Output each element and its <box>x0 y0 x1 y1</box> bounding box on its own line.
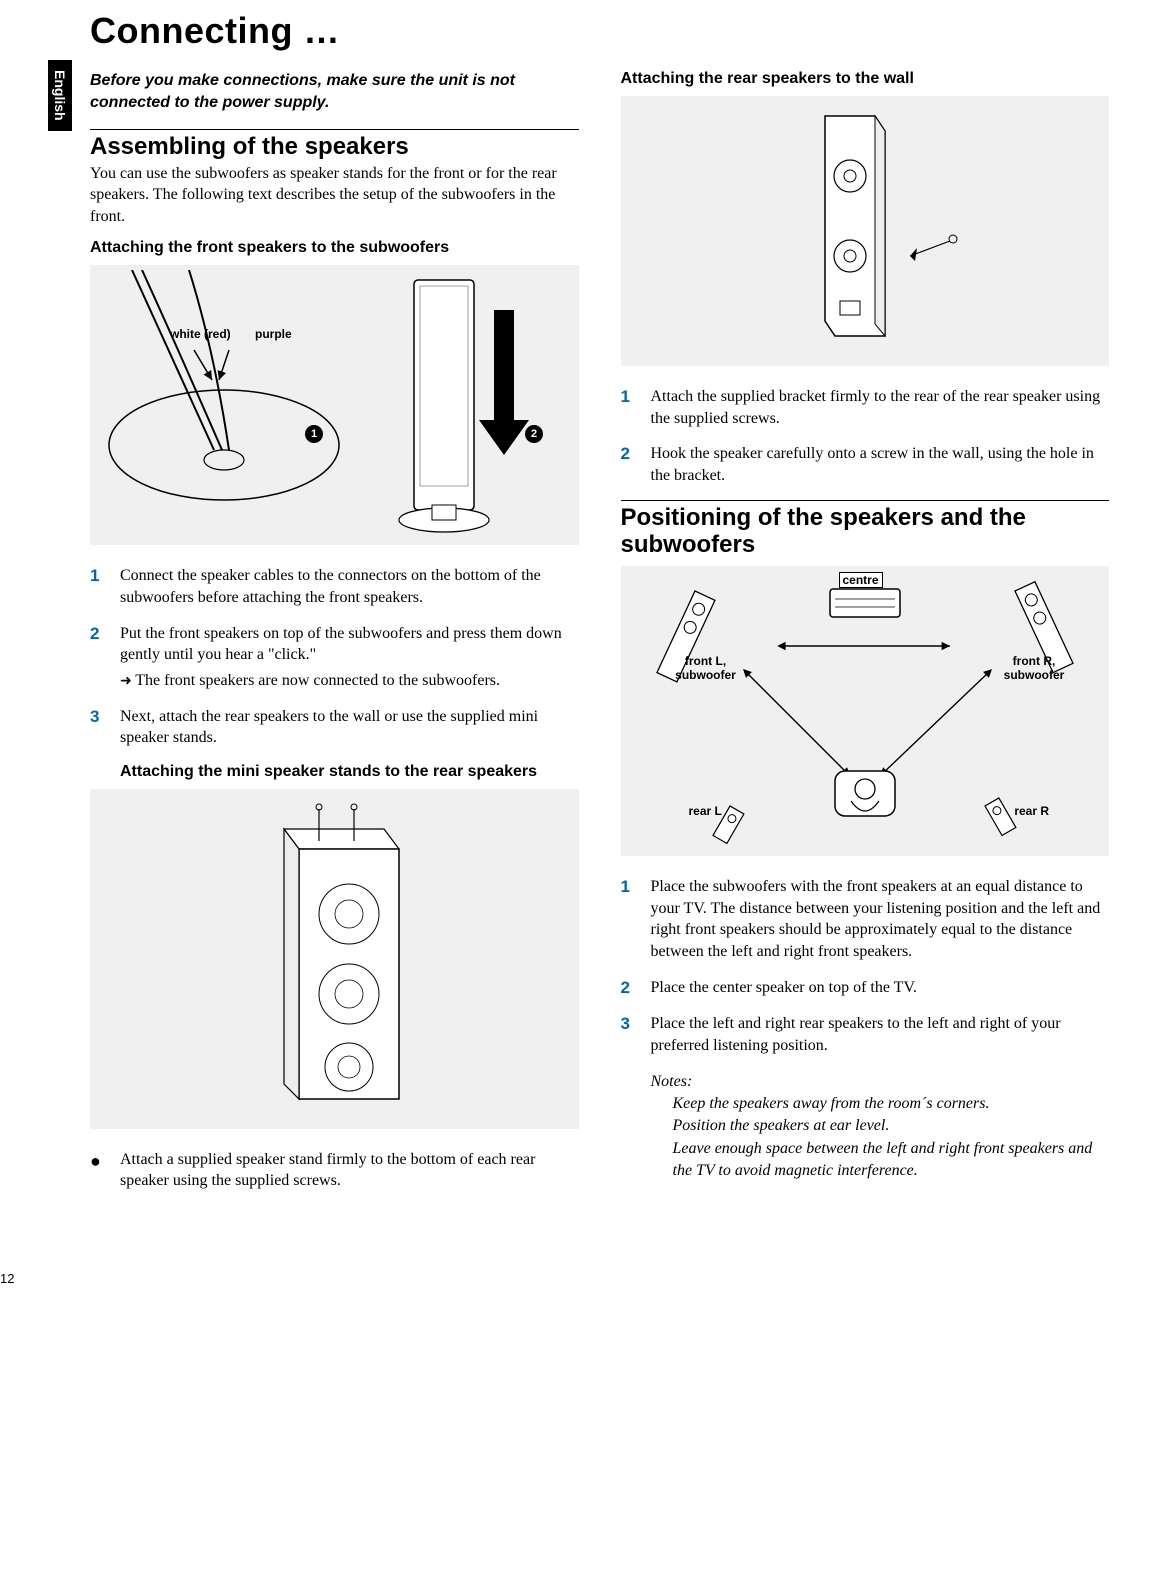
step-text: Place the center speaker on top of the T… <box>651 977 1110 1000</box>
notes-title: Notes: <box>651 1071 1110 1093</box>
step-number: 1 <box>621 386 637 429</box>
bullet-text: Attach a supplied speaker stand firmly t… <box>120 1149 579 1192</box>
bullet-mark: ● <box>90 1149 106 1192</box>
fig-label-centre: centre <box>839 572 883 588</box>
step-text: Put the front speakers on top of the sub… <box>120 625 562 664</box>
step-2: 2 Put the front speakers on top of the s… <box>90 623 579 692</box>
figure-label-purple: purple <box>255 327 292 341</box>
step-3: 3 Next, attach the rear speakers to the … <box>90 706 579 749</box>
figure-mini-stands-svg <box>224 799 444 1119</box>
figure-front-subwoofers-svg <box>94 270 574 540</box>
pos-step-2: 2 Place the center speaker on top of the… <box>621 977 1110 1000</box>
subheading-rear-wall: Attaching the rear speakers to the wall <box>621 70 1110 88</box>
step-text: Connect the speaker cables to the connec… <box>120 565 579 608</box>
figure-label-white-red: white (red) <box>170 327 231 341</box>
subheading-mini-stands: Attaching the mini speaker stands to the… <box>120 763 579 781</box>
notes-line: Keep the speakers away from the room´s c… <box>651 1093 1110 1115</box>
step-number: 1 <box>90 565 106 608</box>
wall-step-1: 1 Attach the supplied bracket firmly to … <box>621 386 1110 429</box>
step-text: Attach the supplied bracket firmly to th… <box>651 386 1110 429</box>
right-column: Attaching the rear speakers to the wall <box>621 70 1110 1206</box>
bullet-attach-stand: ● Attach a supplied speaker stand firmly… <box>90 1149 579 1192</box>
section-positioning-title: Positioning of the speakers and the subw… <box>621 500 1110 558</box>
pos-step-3: 3 Place the left and right rear speakers… <box>621 1013 1110 1056</box>
fig-label-front-l: front L, subwoofer <box>666 654 746 682</box>
warning-text: Before you make connections, make sure t… <box>90 70 579 113</box>
fig-label-rear-l: rear L <box>689 804 722 818</box>
page-title: Connecting … <box>90 10 1109 52</box>
step-number: 3 <box>90 706 106 749</box>
wall-step-2: 2 Hook the speaker carefully onto a scre… <box>621 443 1110 486</box>
fig-label-rear-r: rear R <box>1014 804 1049 818</box>
step-text: Place the subwoofers with the front spea… <box>651 876 1110 962</box>
figure-positioning: centre front L, subwoofer front R, subwo… <box>621 566 1110 856</box>
step-text: Hook the speaker carefully onto a screw … <box>651 443 1110 486</box>
left-column: Before you make connections, make sure t… <box>90 70 579 1206</box>
fig-label-front-r: front R, subwoofer <box>994 654 1074 682</box>
step-1: 1 Connect the speaker cables to the conn… <box>90 565 579 608</box>
step-result: The front speakers are now connected to … <box>120 670 579 692</box>
notes-line: Leave enough space between the left and … <box>651 1138 1110 1183</box>
figure-mini-stands <box>90 789 579 1129</box>
figure-rear-wall-svg <box>715 106 1015 356</box>
step-text: Next, attach the rear speakers to the wa… <box>120 706 579 749</box>
section-assembling-intro: You can use the subwoofers as speaker st… <box>90 163 579 228</box>
section-assembling-title: Assembling of the speakers <box>90 129 579 160</box>
page-number: 12 <box>0 1271 14 1286</box>
step-text: Place the left and right rear speakers t… <box>651 1013 1110 1056</box>
figure-rear-wall <box>621 96 1110 366</box>
step-number: 2 <box>621 977 637 1000</box>
notes-line: Position the speakers at ear level. <box>651 1115 1110 1137</box>
language-tab: English <box>48 60 72 131</box>
pos-step-1: 1 Place the subwoofers with the front sp… <box>621 876 1110 962</box>
step-number: 2 <box>621 443 637 486</box>
notes-block: Notes: Keep the speakers away from the r… <box>651 1071 1110 1183</box>
step-number: 2 <box>90 623 106 692</box>
step-number: 3 <box>621 1013 637 1056</box>
figure-front-subwoofers: white (red) purple 1 2 <box>90 265 579 545</box>
subheading-front-subwoofers: Attaching the front speakers to the subw… <box>90 239 579 257</box>
step-number: 1 <box>621 876 637 962</box>
